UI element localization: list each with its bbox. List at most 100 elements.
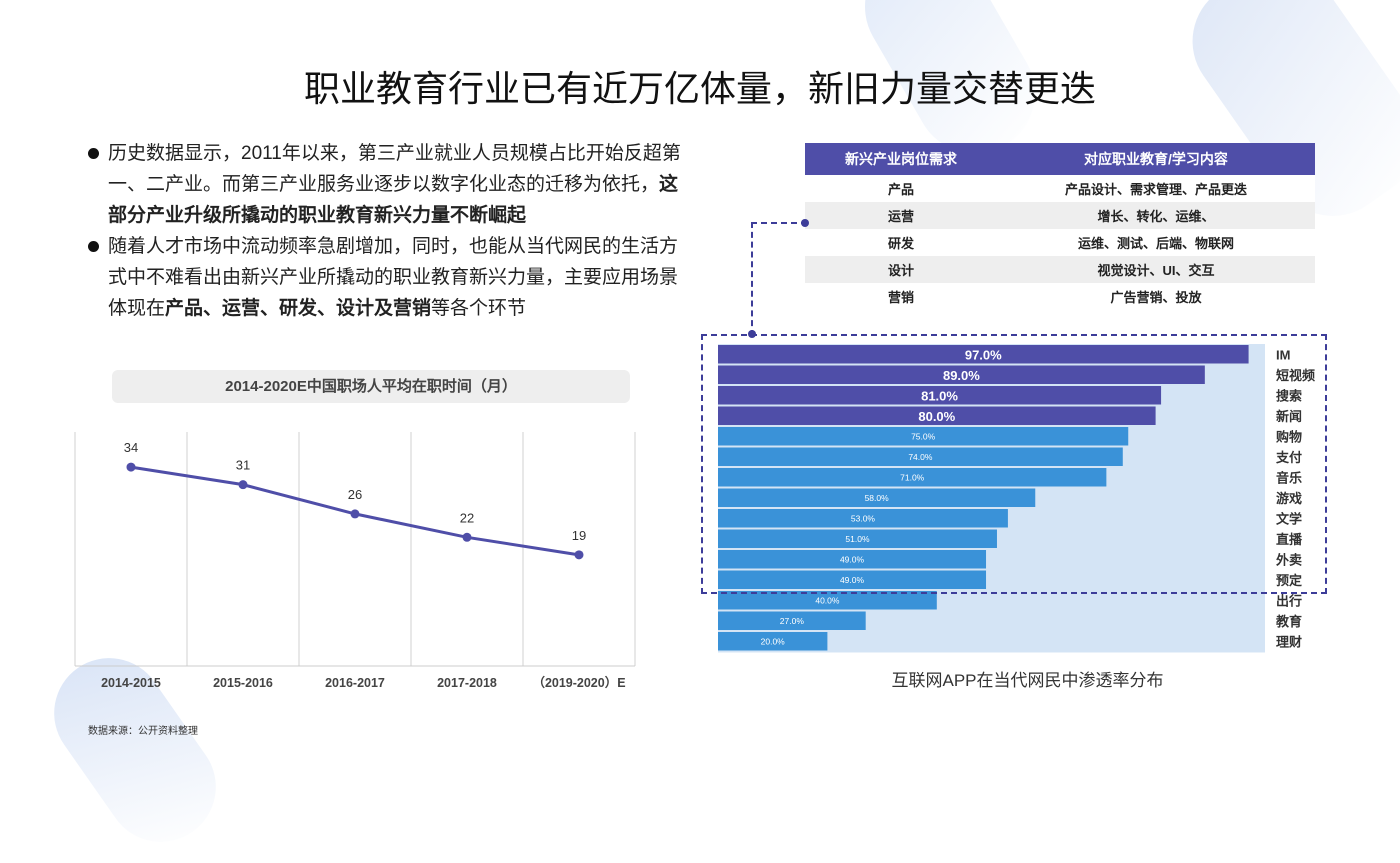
table-cell: 产品	[805, 175, 997, 202]
bar-value-label: 27.0%	[780, 616, 805, 626]
category-label: 直播	[1276, 532, 1303, 547]
category-label: 出行	[1276, 593, 1302, 608]
bar-value-label: 53.0%	[851, 513, 876, 523]
bullet-item: 随着人才市场中流动频率急剧增加，同时，也能从当代网民的生活方 式中不难看出由新兴产…	[88, 231, 688, 324]
category-label: 搜索	[1276, 388, 1302, 403]
data-label: 22	[460, 510, 474, 525]
category-label: 音乐	[1276, 470, 1302, 485]
bar	[718, 550, 987, 569]
bar-value-label: 74.0%	[908, 452, 933, 462]
bar-value-label: 80.0%	[918, 409, 955, 424]
bullet-line: 随着人才市场中流动频率急剧增加，同时，也能从当代网民的生活方	[108, 231, 688, 262]
data-label: 31	[236, 458, 250, 473]
bullet-text: 式中不难看出由新兴产业所撬动的职业教育新兴力量，主要应用场景	[108, 267, 679, 288]
category-label: 理财	[1276, 634, 1302, 649]
category-label: 短视频	[1276, 368, 1315, 383]
bullet-text: 体现在	[108, 298, 166, 319]
job-demand-table: 新兴产业岗位需求 对应职业教育/学习内容 产品 产品设计、需求管理、产品更迭 运…	[805, 143, 1315, 310]
table-cell: 设计	[805, 256, 997, 283]
bar-value-label: 40.0%	[815, 595, 840, 605]
bar-value-label: 49.0%	[840, 554, 865, 564]
bar	[718, 591, 937, 610]
bullet-list: 历史数据显示，2011年以来，第三产业就业人员规模占比开始反超第 一、二产业。而第…	[88, 138, 688, 324]
table-header-content: 对应职业教育/学习内容	[997, 143, 1315, 175]
bar	[718, 447, 1123, 466]
table-row: 设计 视觉设计、UI、交互	[805, 256, 1315, 283]
bar	[718, 427, 1129, 446]
table-cell: 广告营销、投放	[997, 283, 1315, 310]
bar	[718, 632, 828, 651]
bar-value-label: 51.0%	[845, 534, 870, 544]
data-point	[574, 550, 584, 560]
table-cell: 增长、转化、运维、	[997, 202, 1315, 229]
bar-value-label: 49.0%	[840, 575, 865, 585]
category-label: 购物	[1276, 429, 1302, 444]
bar-value-label: 71.0%	[900, 472, 925, 482]
bar-value-label: 20.0%	[761, 636, 786, 646]
bullet-text: 随着人才市场中流动频率急剧增加，同时，也能从当代网民的生活方	[108, 236, 679, 257]
bar-value-label: 89.0%	[943, 368, 980, 383]
bar	[718, 386, 1162, 405]
bullet-line: 一、二产业。而第三产业服务业逐步以数字化业态的迁移为依托，这	[108, 169, 688, 200]
category-label: IM	[1276, 347, 1290, 362]
table-row: 运营 增长、转化、运维、	[805, 202, 1315, 229]
bullet-line: 部分产业升级所撬动的职业教育新兴力量不断崛起	[108, 200, 688, 231]
bar	[718, 611, 866, 630]
source-note: 数据来源：公开资料整理	[88, 726, 198, 737]
connector-line	[751, 222, 807, 336]
x-tick-label: 2014-2015	[101, 676, 161, 690]
bullet-dot-icon	[88, 241, 99, 252]
bar	[718, 365, 1205, 384]
bar	[718, 570, 987, 589]
data-point	[126, 462, 136, 472]
table-cell: 视觉设计、UI、交互	[997, 256, 1315, 283]
table-header-demand: 新兴产业岗位需求	[805, 143, 997, 175]
data-point	[462, 532, 472, 542]
x-tick-label: 2015-2016	[213, 676, 273, 690]
bullet-text: 历史数据显示，2011年以来，第三产业就业人员规模占比开始反超第	[108, 143, 681, 164]
bar-value-label: 58.0%	[865, 493, 890, 503]
bar-value-label: 75.0%	[911, 431, 936, 441]
line-chart: 34 31 26 22 19 2014-2015 2015-2016 2016-2017 201…	[74, 432, 636, 690]
bar-chart-caption: 互联网APP在当代网民中渗透率分布	[891, 671, 1164, 690]
category-label: 外卖	[1275, 552, 1302, 567]
bar	[718, 509, 1008, 528]
bullet-text-bold: 这	[659, 174, 679, 195]
category-label: 游戏	[1276, 491, 1302, 506]
data-point	[350, 509, 360, 519]
table-row: 研发 运维、测试、后端、物联网	[805, 229, 1315, 256]
bullet-text: 等各个环节	[431, 298, 527, 319]
bar	[718, 529, 997, 548]
bullet-item: 历史数据显示，2011年以来，第三产业就业人员规模占比开始反超第 一、二产业。而第…	[88, 138, 688, 231]
bullet-line: 历史数据显示，2011年以来，第三产业就业人员规模占比开始反超第	[108, 138, 688, 169]
bar	[718, 488, 1036, 507]
bullet-line: 体现在产品、运营、研发、设计及营销等各个环节	[108, 293, 688, 324]
table-cell: 运营	[805, 202, 997, 229]
page-title: 职业教育行业已有近万亿体量，新旧力量交替更迭	[303, 68, 1096, 109]
bar-chart: 97.0% IM 89.0% 短视频 81.0% 搜索 80.0% 新闻 75.0% 购物 74.0…	[718, 344, 1315, 653]
category-label: 支付	[1275, 450, 1302, 465]
bar	[718, 406, 1156, 425]
bar-value-label: 81.0%	[921, 388, 958, 403]
table-cell: 营销	[805, 283, 997, 310]
data-label: 34	[124, 440, 138, 455]
table-row: 产品 产品设计、需求管理、产品更迭	[805, 175, 1315, 202]
category-label: 新闻	[1276, 409, 1302, 424]
x-tick-label: 2016-2017	[325, 676, 385, 690]
bar-value-label: 97.0%	[965, 347, 1002, 362]
data-label: 19	[572, 528, 586, 543]
bullet-text-bold: 产品、运营、研发、设计及营销	[165, 298, 432, 319]
data-label: 26	[348, 487, 362, 502]
bullet-text-bold: 部分产业升级所撬动的职业教育新兴力量不断崛起	[108, 205, 527, 226]
category-label: 预定	[1276, 573, 1302, 588]
table-cell: 研发	[805, 229, 997, 256]
x-tick-label: 2017-2018	[437, 676, 497, 690]
table-cell: 产品设计、需求管理、产品更迭	[997, 175, 1315, 202]
category-label: 文学	[1276, 511, 1302, 526]
table-cell: 运维、测试、后端、物联网	[997, 229, 1315, 256]
x-tick-label: （2019-2020）E	[532, 675, 625, 690]
bullet-text: 一、二产业。而第三产业服务业逐步以数字化业态的迁移为依托，	[108, 174, 660, 195]
data-point	[238, 480, 248, 490]
bullet-dot-icon	[88, 148, 99, 159]
highlight-dashed-box	[701, 334, 1327, 594]
